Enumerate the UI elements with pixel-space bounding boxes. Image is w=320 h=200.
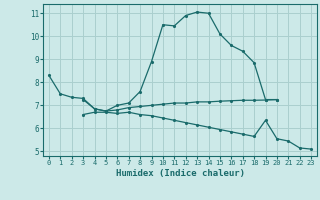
X-axis label: Humidex (Indice chaleur): Humidex (Indice chaleur): [116, 169, 244, 178]
